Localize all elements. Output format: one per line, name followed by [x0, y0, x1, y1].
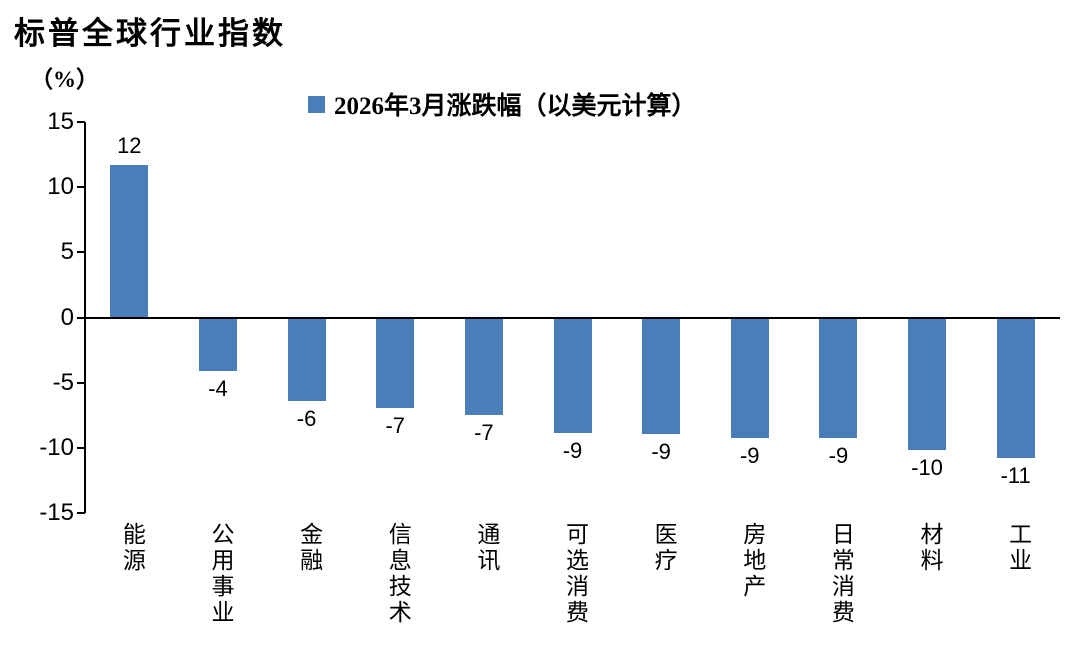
y-tick-label: 15 — [47, 108, 74, 135]
bar-value-label: -7 — [474, 419, 494, 445]
y-tick-label: 10 — [47, 173, 74, 201]
bar-7 — [642, 318, 681, 435]
y-tick-mark — [77, 446, 85, 449]
category-label: 医疗 — [651, 522, 677, 574]
y-tick-label: 5 — [60, 238, 74, 266]
chart-title: 标普全球行业指数 — [14, 16, 286, 51]
category-label: 可选消费 — [562, 522, 588, 626]
bar-5 — [464, 318, 503, 415]
legend-label: 2026年3月涨跌幅（以美元计算） — [334, 93, 697, 120]
bar-value-label: -9 — [739, 443, 760, 469]
y-tick-label: -5 — [52, 368, 74, 396]
bar-10 — [908, 318, 947, 451]
category-label: 工业 — [1005, 522, 1031, 574]
category-label: 公用事业 — [207, 522, 233, 626]
y-tick-label: 0 — [60, 303, 74, 331]
y-tick-mark — [77, 316, 85, 319]
bar-value-label: -7 — [385, 413, 405, 439]
y-tick-mark — [77, 186, 85, 189]
y-tick-label: -15 — [39, 499, 74, 526]
category-label: 金融 — [296, 522, 322, 574]
y-tick-mark — [77, 512, 85, 514]
legend: 2026年3月涨跌幅（以美元计算） — [308, 86, 697, 122]
bar-1 — [110, 165, 149, 318]
bar-6 — [553, 318, 592, 434]
category-label: 能源 — [119, 522, 145, 574]
bar-2 — [198, 318, 237, 371]
legend-swatch-icon — [308, 95, 325, 113]
bar-8 — [730, 318, 769, 439]
x-axis-zero-line — [84, 316, 1060, 319]
category-label: 日常消费 — [828, 522, 854, 626]
category-label: 信息技术 — [385, 522, 411, 626]
bar-11 — [996, 318, 1035, 458]
category-label: 材料 — [917, 522, 943, 574]
y-tick-label: -10 — [39, 433, 74, 461]
bar-value-label: -9 — [651, 439, 671, 465]
y-tick-mark — [77, 381, 85, 384]
y-tick-mark — [77, 251, 85, 254]
category-label: 通讯 — [473, 522, 499, 574]
bar-value-label: -4 — [208, 375, 228, 401]
bar-value-label: 12 — [117, 133, 142, 158]
bar-4 — [376, 318, 415, 409]
category-label: 房地产 — [739, 522, 765, 600]
bar-value-label: -6 — [296, 405, 317, 431]
y-axis-unit-label: （%） — [30, 67, 99, 92]
bar-value-label: -10 — [911, 455, 943, 481]
bar-9 — [819, 318, 858, 439]
y-tick-mark — [77, 121, 85, 123]
bar-value-label: -9 — [828, 443, 849, 469]
bar-value-label: -11 — [1000, 462, 1031, 488]
bar-value-label: -9 — [562, 438, 583, 464]
bar-3 — [287, 318, 326, 401]
